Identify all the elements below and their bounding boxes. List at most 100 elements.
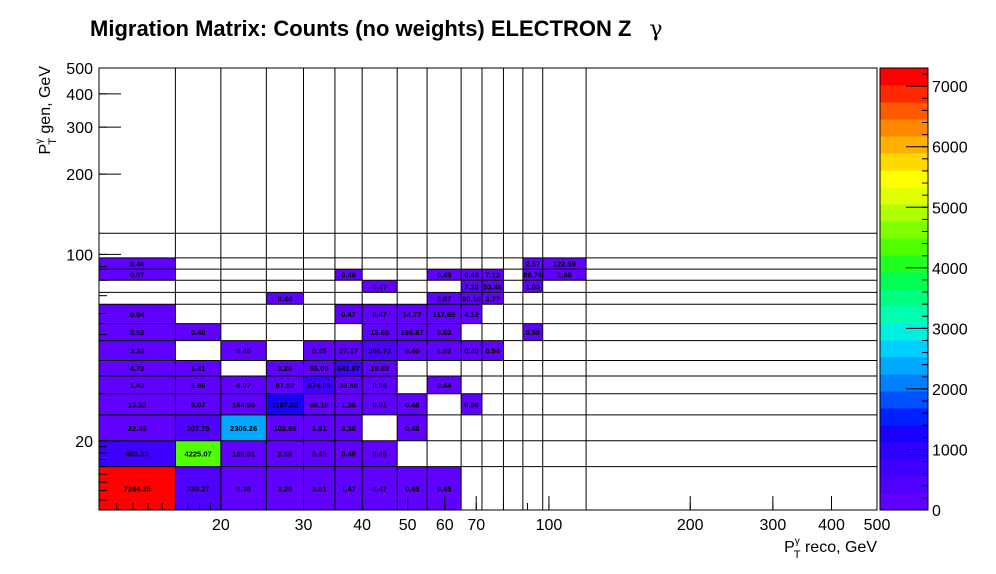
heatmap-cell [266, 414, 304, 441]
palette-tick-label: 0 [932, 503, 941, 520]
cell-value-label: 0.46 [372, 450, 387, 459]
palette-color-band [880, 68, 928, 86]
palette-color-band [880, 119, 928, 137]
cell-value-label: 1197.02 [272, 400, 299, 409]
cell-value-label: 80.10 [462, 294, 481, 303]
cell-value-label: 0.47 [372, 310, 387, 319]
cell-value-label: 86.74 [523, 271, 543, 280]
heatmap-cell [175, 414, 221, 441]
heatmap-cell [522, 323, 543, 341]
palette-color-band [880, 136, 928, 154]
heatmap-cell [362, 466, 398, 510]
heatmap-cell [522, 257, 543, 270]
cell-value-label: 0.45 [312, 347, 327, 356]
cell-value-label: 14.77 [403, 310, 422, 319]
heatmap-cell [334, 440, 363, 467]
palette-tick-label: 4000 [932, 261, 968, 278]
heatmap-cell [99, 269, 176, 281]
y-tick-label: 400 [66, 87, 93, 104]
cell-value-label: 0.56 [464, 400, 479, 409]
cell-value-label: 0.47 [341, 310, 356, 319]
cell-value-label: 13.53 [128, 400, 147, 409]
axis-title-sub: T [47, 138, 59, 145]
cell-value-label: 27.17 [339, 347, 358, 356]
heatmap-cell [266, 292, 304, 305]
cell-value-label: 7284.35 [124, 484, 151, 493]
heatmap-cell [334, 393, 363, 415]
cell-value-label: 674.95 [308, 381, 331, 390]
y-axis-title: Pγ T gen, GeV [34, 66, 59, 155]
palette-color-band [880, 442, 928, 460]
cell-value-label: 22.85 [128, 424, 147, 433]
heatmap-cell [362, 280, 398, 293]
cell-value-label: 3.20 [278, 364, 293, 373]
cell-value-label: 0.54 [485, 347, 500, 356]
y-tick-label: 300 [66, 120, 93, 137]
heatmap-cell [220, 440, 267, 467]
palette-color-band [880, 323, 928, 341]
palette-color-band [880, 340, 928, 358]
heatmap-cell [303, 466, 335, 510]
cell-value-label: 0.46 [236, 347, 251, 356]
axis-title-rest: reco, GeV [801, 539, 878, 556]
cell-value-label: 1.38 [341, 400, 356, 409]
y-tick-label: 20 [75, 434, 93, 451]
palette-tick-label: 6000 [932, 140, 968, 157]
heatmap-cell [266, 466, 304, 510]
cell-value-label: 0.96 [372, 381, 387, 390]
heatmap-cell [397, 393, 428, 415]
cell-value-label: 330.27 [187, 484, 210, 493]
x-tick-label: 60 [436, 517, 454, 534]
cell-value-label: 18.65 [370, 328, 389, 337]
heatmap-cell [175, 375, 221, 394]
heatmap-cell [362, 323, 398, 341]
cell-value-label: 0.91 [372, 400, 387, 409]
heatmap-plot-area: 7284.35 330.27 9.38 3.29 3.01 1.47 0.47 0.45 0.4… [98, 67, 878, 511]
heatmap-cell [427, 466, 462, 510]
heatmap-cell [362, 360, 398, 376]
palette-frame [879, 67, 929, 511]
heatmap-cell [99, 466, 176, 510]
heatmap-cell [397, 466, 428, 510]
heatmap-cell [427, 269, 462, 281]
y-tick-label: 100 [66, 247, 93, 264]
heatmap-cell [362, 375, 398, 394]
cell-value-label: 0.45 [312, 450, 327, 459]
y-tick-label: 200 [66, 167, 93, 184]
cell-value-label: 8.07 [437, 294, 452, 303]
heatmap-cell [481, 340, 504, 361]
heatmap-cell [99, 393, 176, 415]
cell-value-label: 53.46 [483, 282, 502, 291]
palette-tick-label: 7000 [932, 79, 968, 96]
heatmap-cell [397, 414, 428, 441]
palette-color-band [880, 204, 928, 222]
y-axis-title-text: Pγ T gen, GeV [34, 66, 59, 155]
heatmap-cell [303, 375, 335, 394]
palette-tick-label: 3000 [932, 321, 968, 338]
heatmap-cell [334, 466, 363, 510]
cell-value-label: 4.72 [130, 364, 145, 373]
cell-value-label: 117.69 [433, 310, 456, 319]
cell-value-label: 3.01 [312, 484, 327, 493]
x-tick-label: 30 [295, 517, 313, 534]
cell-value-label: 3.29 [278, 484, 293, 493]
cell-value-label: 2306.26 [230, 424, 257, 433]
heatmap-cell [334, 340, 363, 361]
palette-tick-label: 5000 [932, 200, 968, 217]
cell-value-label: 4.07 [236, 381, 251, 390]
cell-value-label: 2.57 [525, 260, 540, 269]
heatmap-cell [427, 304, 462, 324]
cell-value-label: 1.86 [191, 381, 206, 390]
cell-value-label: 19.83 [370, 364, 389, 373]
heatmap-cell [397, 323, 428, 341]
x-tick-label: 50 [399, 517, 417, 534]
heatmap-cell [461, 292, 482, 305]
palette-color-band [880, 153, 928, 171]
x-tick-label: 70 [467, 517, 485, 534]
heatmap-cell [303, 440, 335, 467]
heatmap-cell [522, 269, 543, 281]
palette-color-band [880, 425, 928, 443]
axis-title-main: P [37, 144, 54, 155]
heatmap-cell [427, 292, 462, 305]
heatmap-cell [522, 280, 543, 293]
